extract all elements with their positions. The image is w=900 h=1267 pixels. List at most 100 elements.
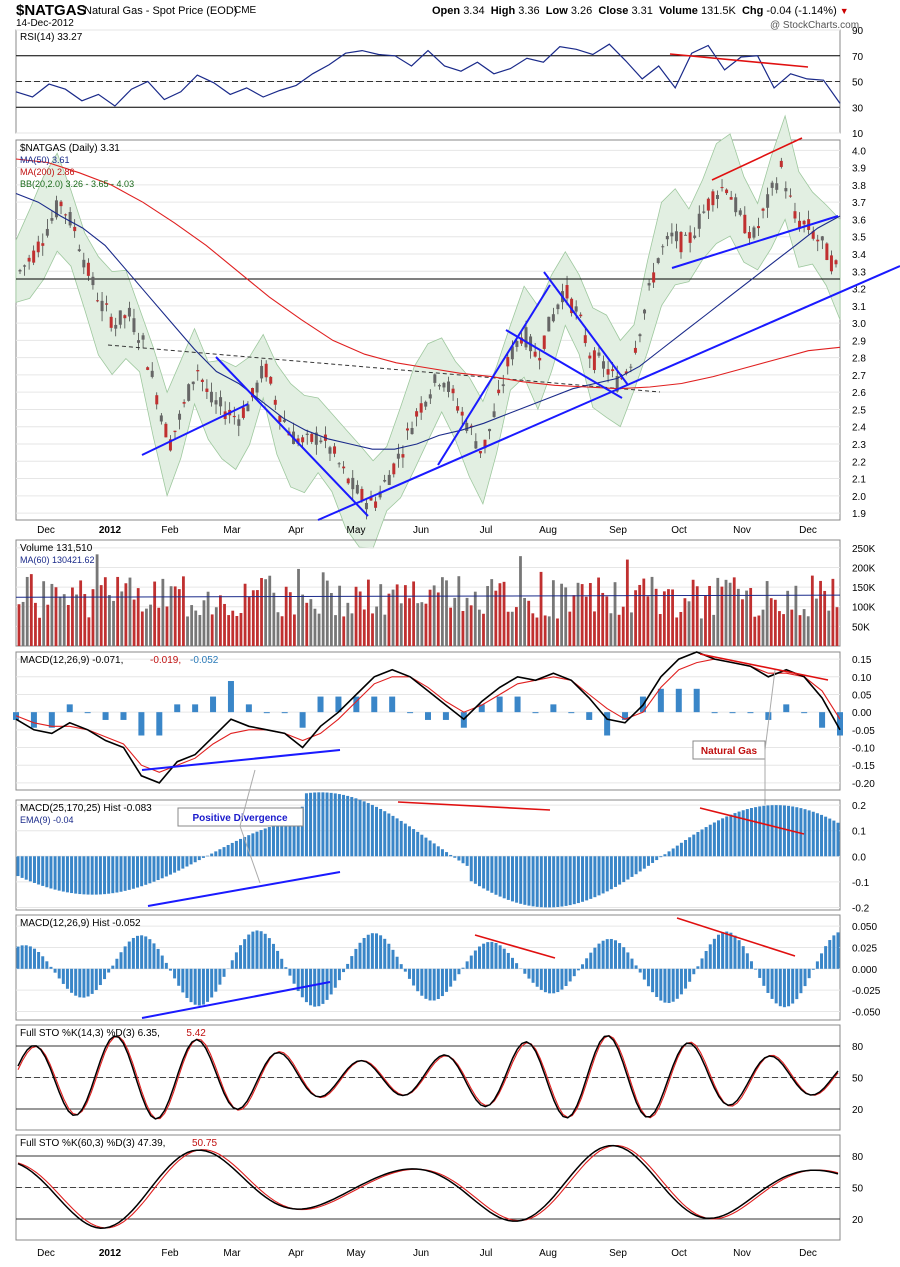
macd1-axis-tick-label: -0.15: [852, 761, 875, 772]
macd3-hist-bar: [836, 932, 840, 969]
price-candle-body: [282, 419, 286, 422]
macd2-hist-bar: [609, 856, 613, 890]
macd3-axis-tick-label: -0.025: [852, 986, 881, 997]
price-candle-body: [18, 270, 22, 272]
macd2-hist-bar: [543, 856, 547, 908]
macd3-hist-bar: [811, 968, 815, 970]
macd3-hist-bar: [288, 968, 292, 976]
price-candle-body: [123, 315, 127, 319]
volume-bar: [153, 581, 157, 646]
price-candle-body: [250, 388, 254, 398]
macd2-legend-ema: EMA(9) -0.04: [20, 815, 74, 825]
volume-bar: [778, 611, 781, 646]
volume-bar: [313, 608, 317, 646]
macd3-hist-bar: [807, 968, 811, 979]
macd3-axis-tick-label: -0.050: [852, 1007, 881, 1018]
macd3-hist-bar: [127, 941, 131, 969]
volume-bar: [342, 616, 346, 646]
macd2-hist-bar: [53, 856, 57, 890]
volume-bar: [362, 609, 366, 646]
macd1-hist-bar: [335, 696, 342, 713]
macd3-hist-bar: [741, 946, 745, 969]
volume-bar: [395, 584, 399, 646]
volume-bar: [354, 586, 358, 646]
price-axis-tick-label: 3.2: [852, 285, 866, 296]
price-legend-ma50: MA(50) 3.61: [20, 155, 70, 165]
macd2-hist-bar: [181, 856, 185, 869]
macd3-hist-bar: [453, 968, 457, 981]
macd3-hist-bar: [560, 968, 564, 990]
macd2-hist-bar: [601, 856, 605, 894]
macd2-hist-bar: [675, 845, 679, 857]
volume-bar: [716, 577, 720, 646]
macd3-hist-bar: [510, 957, 514, 969]
volume-bar: [527, 600, 531, 646]
macd2-panel-frame: [15, 799, 841, 911]
macd2-hist-bar: [119, 856, 123, 892]
macd2-hist-bar: [445, 852, 449, 857]
macd1-hist-bar: [425, 712, 431, 720]
price-axis-month-label: Oct: [671, 525, 687, 536]
volume-bar: [757, 615, 761, 646]
volume-bar: [749, 588, 753, 646]
volume-bar: [593, 611, 596, 646]
macd3-hist-bar: [601, 940, 605, 969]
volume-bar: [38, 617, 41, 646]
macd2-hist-bar: [622, 856, 626, 883]
macd1-hist-bar: [407, 712, 414, 714]
volume-bar: [108, 595, 111, 646]
volume-bar: [54, 587, 58, 646]
macd3-hist-bar: [214, 968, 218, 992]
macd3-axis-tick-label: 0.000: [852, 965, 877, 976]
macd2-hist-bar: [671, 848, 675, 857]
macd2-hist-bar: [782, 805, 786, 857]
macd3-hist-bar: [267, 938, 271, 969]
volume-bar: [539, 571, 543, 646]
bottom-axis-month-label: Feb: [161, 1248, 179, 1259]
volume-bar: [662, 591, 666, 646]
price-candle-body: [146, 367, 150, 370]
macd3-hist-bar: [65, 968, 69, 989]
volume-legend-ma: MA(60) 130421.62: [20, 555, 95, 565]
macd3-hist-bar: [325, 968, 329, 1000]
macd1-title-hist: -0.052: [190, 655, 219, 666]
macd1-hist-bar: [66, 704, 73, 713]
macd2-hist-bar: [148, 856, 152, 884]
volume-bar: [46, 604, 50, 646]
volume-bar: [753, 616, 757, 646]
macd2-hist-bar: [824, 816, 828, 857]
macd3-hist-bar: [82, 968, 86, 998]
volume-bar: [675, 617, 679, 646]
volume-bar: [490, 579, 494, 646]
price-axis-tick-label: 3.6: [852, 215, 866, 226]
volume-bar: [798, 615, 802, 646]
sto1-panel-axis-tick-label: 20: [852, 1105, 864, 1116]
volume-bar: [103, 577, 107, 646]
price-axis-month-label: Dec: [37, 525, 55, 536]
volume-bar: [235, 616, 239, 646]
price-panel-frame: [15, 139, 841, 521]
rsi-axis-tick-label: 50: [852, 78, 864, 89]
macd2-hist-bar: [37, 856, 41, 885]
volume-bar: [761, 609, 765, 646]
macd3-hist-bar: [465, 961, 469, 969]
macd2-hist-bar: [403, 823, 407, 857]
volume-bar: [621, 606, 625, 646]
price-candle-body: [766, 194, 770, 208]
price-candle-body: [305, 433, 309, 435]
macd2-hist-bar: [329, 792, 333, 857]
price-candle-body: [574, 306, 578, 312]
volume-bar: [741, 599, 744, 646]
macd2-hist-bar: [432, 843, 436, 857]
macd3-hist-bar: [230, 960, 234, 969]
sto1-panel-title-d: 5.42: [186, 1028, 206, 1039]
macd3-hist-bar: [613, 940, 617, 969]
watermark: @ StockCharts.com: [770, 20, 860, 31]
volume-bar: [827, 610, 831, 646]
volume-bar: [124, 583, 128, 646]
volume-bar: [494, 590, 498, 646]
price-candle-body: [342, 466, 346, 469]
price-candle-body: [702, 211, 706, 213]
macd3-hist-bar: [445, 968, 449, 992]
macd1-hist-bar: [371, 696, 378, 713]
